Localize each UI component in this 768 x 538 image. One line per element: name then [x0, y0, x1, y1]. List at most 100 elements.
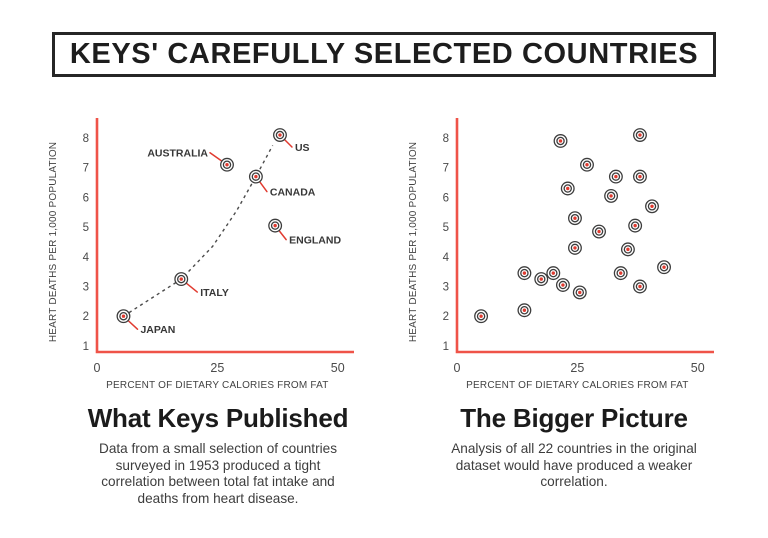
marker-center-dot: [558, 139, 563, 143]
data-point-marker: [633, 128, 647, 142]
marker-center-dot: [609, 194, 613, 198]
caption-right: The Bigger Picture Analysis of all 22 co…: [404, 403, 744, 491]
y-tick-label: 1: [443, 341, 449, 353]
country-label: JAPAN: [140, 324, 175, 336]
data-point-marker: [633, 279, 647, 294]
page-title: KEYS' CAREFULLY SELECTED COUNTRIES: [69, 38, 699, 70]
x-tick-label: 50: [691, 361, 705, 375]
data-point-marker: [580, 157, 594, 172]
marker-center-dot: [597, 229, 601, 234]
data-point-marker: [604, 188, 619, 203]
caption-right-body: Analysis of all 22 countries in the orig…: [451, 441, 697, 489]
x-tick-label: 0: [94, 361, 101, 375]
data-point-marker: [474, 309, 489, 324]
y-axis-title: HEART DEATHS PER 1,000 POPULATION: [48, 142, 59, 342]
data-point-marker: [568, 211, 582, 226]
marker-center-dot: [225, 163, 229, 167]
x-tick-label: 25: [210, 361, 224, 375]
country-label: CANADA: [270, 187, 316, 199]
y-tick-label: 5: [443, 222, 449, 234]
marker-center-dot: [662, 265, 666, 269]
data-point-marker: [546, 266, 561, 281]
data-point-marker: [645, 199, 659, 214]
data-point-marker: [517, 303, 532, 318]
marker-center-dot: [273, 223, 277, 228]
y-tick-label: 8: [83, 133, 89, 145]
data-point-marker: [534, 272, 549, 287]
caption-right-heading: The Bigger Picture: [460, 403, 688, 433]
axis-lines: [95, 118, 354, 354]
caption-left-body: Data from a small selection of countries…: [99, 441, 337, 506]
x-tick-label: 50: [331, 361, 345, 375]
y-tick-label: 7: [83, 163, 89, 175]
scatter-chart-all-countries: 1 2 3 4 5 6 7 8 0 25 50 HEART DEATHS PER 1,000 POPU…: [408, 118, 714, 391]
marker-center-dot: [650, 204, 654, 209]
marker-center-dot: [626, 247, 630, 252]
y-tick-label: 1: [83, 341, 89, 353]
data-point-marker: [620, 242, 635, 257]
y-tick-label: 5: [83, 222, 89, 234]
x-tick-label: 25: [570, 361, 584, 375]
x-axis-title: PERCENT OF DIETARY CALORIES FROM FAT: [466, 380, 688, 391]
data-point-marker: [248, 169, 263, 184]
marker-center-dot: [633, 223, 637, 228]
y-tick-label: 3: [443, 282, 449, 294]
data-point-marker: [560, 181, 575, 196]
x-axis-title: PERCENT OF DIETARY CALORIES FROM FAT: [106, 380, 328, 391]
data-point-marker: [553, 134, 568, 148]
marker-center-dot: [551, 271, 555, 275]
data-point-marker: [220, 157, 234, 172]
y-tick-label: 8: [443, 133, 449, 145]
data-point-marker: [116, 309, 131, 324]
data-point-marker: [273, 128, 287, 142]
marker-center-dot: [522, 308, 527, 312]
y-tick-label: 3: [83, 282, 89, 294]
country-label: ENGLAND: [289, 235, 341, 247]
marker-center-dot: [254, 174, 258, 179]
y-axis-title: HEART DEATHS PER 1,000 POPULATION: [408, 142, 419, 342]
marker-center-dot: [638, 174, 642, 179]
marker-center-dot: [539, 277, 543, 281]
marker-center-dot: [638, 284, 642, 289]
data-point-marker: [174, 272, 189, 287]
data-point-marker: [268, 218, 283, 233]
x-tick-label: 0: [454, 361, 461, 375]
marker-center-dot: [561, 283, 565, 287]
data-point-marker: [555, 278, 570, 292]
y-tick-label: 4: [83, 252, 90, 264]
marker-center-dot: [573, 246, 577, 250]
country-label: US: [295, 142, 310, 154]
trend-dashed-line: [123, 145, 274, 317]
marker-center-dot: [573, 216, 577, 220]
marker-center-dot: [179, 277, 183, 281]
country-label: AUSTRALIA: [147, 148, 208, 160]
y-tick-label: 2: [443, 311, 449, 323]
data-point-marker: [592, 224, 606, 239]
y-tick-label: 6: [83, 192, 89, 204]
data-point-marker: [568, 240, 582, 255]
marker-center-dot: [278, 133, 282, 137]
marker-center-dot: [638, 133, 642, 137]
marker-center-dot: [619, 271, 623, 275]
marker-center-dot: [479, 314, 483, 318]
data-point-marker: [613, 266, 628, 281]
data-point-marker: [628, 218, 643, 233]
data-point-marker: [657, 260, 671, 275]
y-tick-label: 4: [443, 252, 450, 264]
marker-center-dot: [614, 174, 618, 179]
marker-center-dot: [578, 290, 582, 295]
caption-left-heading: What Keys Published: [87, 403, 349, 433]
data-point-marker: [633, 169, 647, 184]
axis-lines: [455, 118, 714, 354]
title-banner: KEYS' CAREFULLY SELECTED COUNTRIES: [52, 32, 716, 77]
data-point-marker: [572, 285, 587, 300]
marker-center-dot: [121, 314, 126, 318]
data-point-marker: [517, 266, 532, 281]
y-tick-label: 7: [443, 163, 449, 175]
marker-center-dot: [522, 271, 527, 275]
caption-left: What Keys Published Data from a small se…: [48, 403, 388, 507]
marker-center-dot: [585, 163, 589, 167]
y-tick-label: 6: [443, 192, 449, 204]
country-label: ITALY: [200, 287, 229, 299]
